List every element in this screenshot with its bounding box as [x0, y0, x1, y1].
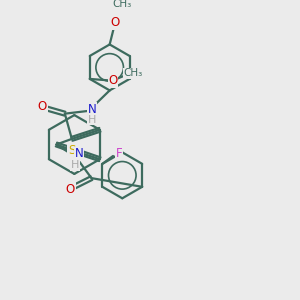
Text: O: O — [108, 74, 118, 87]
Text: CH₃: CH₃ — [113, 0, 132, 9]
Text: H: H — [70, 160, 79, 170]
Text: F: F — [116, 147, 122, 160]
Text: O: O — [111, 16, 120, 29]
Text: N: N — [88, 103, 96, 116]
Text: O: O — [66, 183, 75, 196]
Text: N: N — [75, 147, 84, 160]
Text: O: O — [38, 100, 47, 113]
Text: H: H — [88, 115, 96, 125]
Text: S: S — [68, 144, 76, 157]
Text: CH₃: CH₃ — [124, 68, 143, 78]
